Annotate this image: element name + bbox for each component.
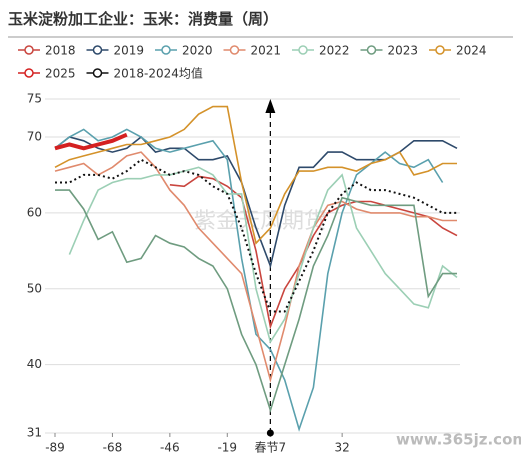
series-line bbox=[54, 128, 444, 432]
x-tick-label: -19 bbox=[217, 441, 237, 455]
x-tick-label: 32 bbox=[335, 441, 350, 455]
series-line bbox=[54, 132, 128, 151]
legend-marker bbox=[24, 45, 34, 55]
legend-marker bbox=[161, 45, 171, 55]
chart-title: 玉米淀粉加工企业：玉米：消费量（周） bbox=[8, 10, 278, 28]
legend-label: 2018 bbox=[45, 44, 76, 58]
legend-marker bbox=[92, 45, 103, 55]
legend-label: 2021 bbox=[251, 44, 282, 58]
x-tick-label: -68 bbox=[103, 441, 123, 455]
festival-dot bbox=[266, 429, 274, 437]
watermark: www.365jz.com bbox=[396, 431, 521, 449]
legend-marker bbox=[92, 68, 103, 78]
legend-marker bbox=[435, 45, 445, 55]
x-tick-label: -46 bbox=[160, 441, 180, 455]
series-line bbox=[55, 189, 457, 413]
series-line bbox=[55, 158, 457, 313]
legend-label: 2020 bbox=[182, 44, 213, 58]
y-tick-label: 75 bbox=[27, 92, 42, 106]
y-tick-label: 70 bbox=[27, 129, 42, 143]
legend-label: 2019 bbox=[114, 44, 145, 58]
legend-label: 2024 bbox=[456, 44, 487, 58]
y-tick-label: 50 bbox=[27, 281, 42, 295]
legend-label: 2018-2024均值 bbox=[114, 66, 203, 81]
festival-arrow bbox=[265, 99, 276, 113]
legend-label: 2025 bbox=[45, 67, 76, 81]
y-tick-label: 31 bbox=[27, 426, 42, 440]
y-tick-label: 60 bbox=[27, 205, 42, 219]
series-line bbox=[54, 151, 457, 383]
x-tick-label: -89 bbox=[45, 441, 65, 455]
x-tick-label: 春节7 bbox=[255, 441, 287, 455]
legend-marker bbox=[24, 68, 34, 78]
series-line bbox=[68, 166, 458, 344]
legend-marker bbox=[229, 45, 240, 55]
legend-marker bbox=[366, 45, 377, 55]
legend-label: 2022 bbox=[319, 44, 350, 58]
series-line bbox=[54, 105, 457, 245]
series-line bbox=[54, 135, 458, 269]
legend-marker bbox=[298, 45, 308, 55]
legend-label: 2023 bbox=[388, 44, 419, 58]
y-tick-label: 40 bbox=[27, 357, 42, 371]
